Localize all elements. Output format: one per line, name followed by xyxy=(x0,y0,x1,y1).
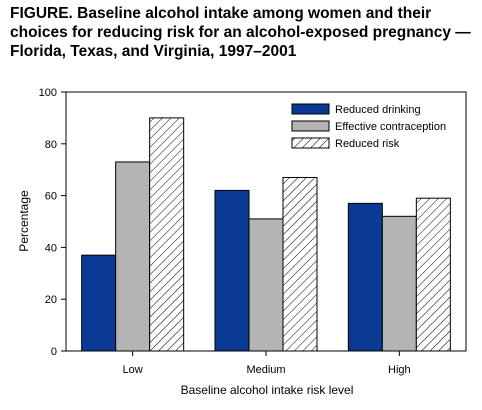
bar-effective-contraception xyxy=(248,218,284,352)
y-tick-label: 40 xyxy=(45,242,57,254)
bar-reduced-risk xyxy=(282,176,318,352)
y-tick-label: 20 xyxy=(45,294,57,306)
y-tick-label: 80 xyxy=(45,139,57,151)
bar-reduced-drinking xyxy=(81,254,117,352)
bar-reduced-risk xyxy=(149,117,185,352)
y-axis-label: Percentage xyxy=(17,190,31,252)
bar-effective-contraception xyxy=(115,161,151,352)
bar-reduced-drinking xyxy=(214,189,250,352)
y-tick-label: 60 xyxy=(45,191,57,203)
x-tick-label: Low xyxy=(123,364,143,376)
plot-area: 0 20 40 60 80 100 Low Medium High Reduced drinkin… xyxy=(39,87,467,376)
legend-swatch xyxy=(291,120,330,132)
legend-label: Reduced drinking xyxy=(335,104,421,116)
figure-title: FIGURE. Baseline alcohol intake among wo… xyxy=(10,5,471,60)
bar-effective-contraception xyxy=(381,215,417,352)
x-axis-label: Baseline alcohol intake risk level xyxy=(181,383,354,397)
bar-reduced-drinking xyxy=(347,202,383,352)
y-tick-label: 0 xyxy=(51,346,57,358)
legend-label: Reduced risk xyxy=(335,138,400,150)
legend-swatch xyxy=(291,137,330,149)
y-tick-label: 100 xyxy=(39,87,57,99)
legend-label: Effective contraception xyxy=(335,121,446,133)
legend-swatch xyxy=(291,103,330,115)
x-tick-label: High xyxy=(388,364,411,376)
x-tick-label: Medium xyxy=(246,364,285,376)
bar-reduced-risk xyxy=(415,197,451,352)
